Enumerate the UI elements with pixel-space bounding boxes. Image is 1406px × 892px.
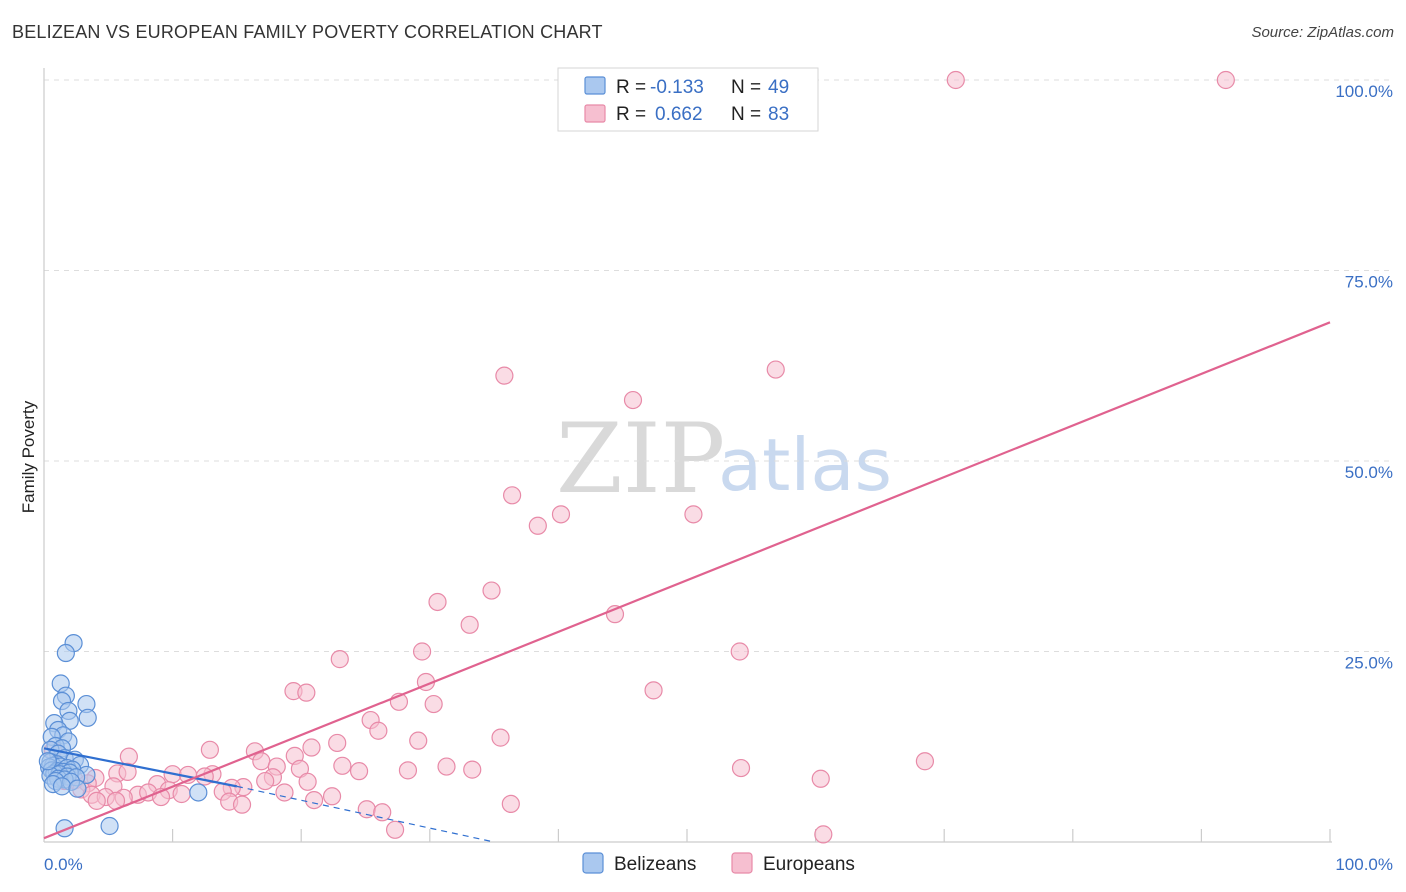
legend-r-value-belizeans: -0.133 [650, 77, 704, 98]
legend-swatch-belizeans [584, 76, 606, 95]
y-tick-label: 100.0% [1335, 82, 1393, 101]
europeans-point [528, 516, 547, 535]
y-axis-title: Family Poverty [19, 400, 38, 513]
x-tick-label-max: 100.0% [1335, 855, 1393, 874]
belizeans-point [68, 779, 87, 798]
bottom-legend-swatch-europeans [731, 852, 753, 874]
europeans-point [437, 757, 456, 776]
chart-title: BELIZEAN VS EUROPEAN FAMILY POVERTY CORR… [12, 22, 603, 42]
watermark-atlas: atlas [718, 423, 892, 507]
europeans-point [119, 747, 138, 766]
legend-r-label-belizeans: R = [616, 77, 646, 98]
bottom-legend-label-europeans: Europeans [763, 854, 855, 875]
y-tick-labels: 25.0% 50.0% 75.0% 100.0% [1335, 82, 1393, 673]
europeans-point [730, 642, 749, 661]
europeans-point [491, 728, 510, 747]
europeans-point [766, 360, 785, 379]
europeans-point [428, 592, 447, 612]
belizeans-point [100, 816, 119, 836]
legend-r-value-europeans: 0.662 [655, 104, 703, 125]
europeans-point [731, 758, 751, 778]
europeans-points [43, 70, 1235, 844]
europeans-point [424, 694, 443, 714]
europeans-point [463, 760, 482, 779]
europeans-point [1216, 70, 1235, 90]
europeans-point [482, 581, 501, 600]
legend-n-value-europeans: 83 [768, 104, 789, 125]
europeans-point [811, 769, 830, 788]
europeans-point [349, 762, 369, 781]
europeans-point [333, 756, 352, 775]
europeans-point [409, 731, 428, 750]
belizeans-point [56, 643, 75, 663]
europeans-point [644, 681, 663, 700]
europeans-point [200, 740, 219, 759]
europeans-point [412, 642, 432, 661]
y-tick-label: 75.0% [1345, 273, 1393, 292]
source-label: Source: ZipAtlas.com [1251, 24, 1394, 41]
europeans-point [495, 366, 514, 385]
correlation-legend: R = -0.133 N = 49 R = 0.662 N = 83 [557, 67, 819, 132]
watermark-zip: ZIP [556, 403, 725, 515]
europeans-point [87, 791, 106, 810]
legend-r-label-europeans: R = [616, 104, 646, 125]
legend-n-label-belizeans: N = [731, 77, 761, 98]
x-tick-label-min: 0.0% [44, 855, 83, 874]
belizeans-point [189, 783, 208, 802]
europeans-point [684, 505, 703, 524]
trend-lines [43, 321, 1331, 843]
europeans-trend-line [43, 321, 1331, 840]
europeans-point [385, 820, 405, 839]
legend-n-label-europeans: N = [731, 104, 761, 125]
series-legend: Belizeans Europeans [582, 852, 855, 875]
europeans-point [814, 825, 833, 844]
belizeans-trend-line [43, 747, 238, 788]
europeans-point [503, 486, 522, 505]
belizeans-point [52, 777, 72, 796]
y-tick-label: 50.0% [1345, 463, 1393, 482]
europeans-point [297, 683, 316, 702]
europeans-point [915, 752, 935, 771]
europeans-point [275, 783, 294, 802]
y-tick-label: 25.0% [1345, 654, 1393, 673]
europeans-point [398, 761, 418, 780]
gridlines [44, 79, 1392, 652]
europeans-point [330, 650, 349, 669]
europeans-point [252, 752, 271, 771]
europeans-point [298, 772, 317, 791]
europeans-point [322, 787, 342, 806]
europeans-point [623, 390, 643, 410]
europeans-point [328, 733, 347, 753]
europeans-point [501, 794, 520, 814]
bottom-legend-label-belizeans: Belizeans [614, 854, 696, 875]
legend-n-value-belizeans: 49 [768, 77, 789, 98]
legend-swatch-europeans [584, 104, 606, 123]
europeans-point [357, 800, 376, 819]
europeans-point [232, 795, 252, 814]
belizeans-point [78, 708, 97, 727]
europeans-point [118, 762, 137, 781]
belizeans-points [38, 634, 208, 838]
europeans-point [304, 790, 324, 810]
europeans-point [256, 771, 275, 791]
europeans-point [302, 738, 321, 757]
europeans-point [460, 615, 479, 634]
x-ticks [172, 829, 1331, 842]
europeans-point [369, 721, 388, 740]
axes [43, 68, 1332, 843]
belizeans-point [38, 752, 57, 771]
bottom-legend-swatch-belizeans [582, 852, 604, 874]
europeans-point [551, 505, 571, 524]
europeans-point [172, 784, 191, 804]
europeans-point [946, 70, 965, 90]
